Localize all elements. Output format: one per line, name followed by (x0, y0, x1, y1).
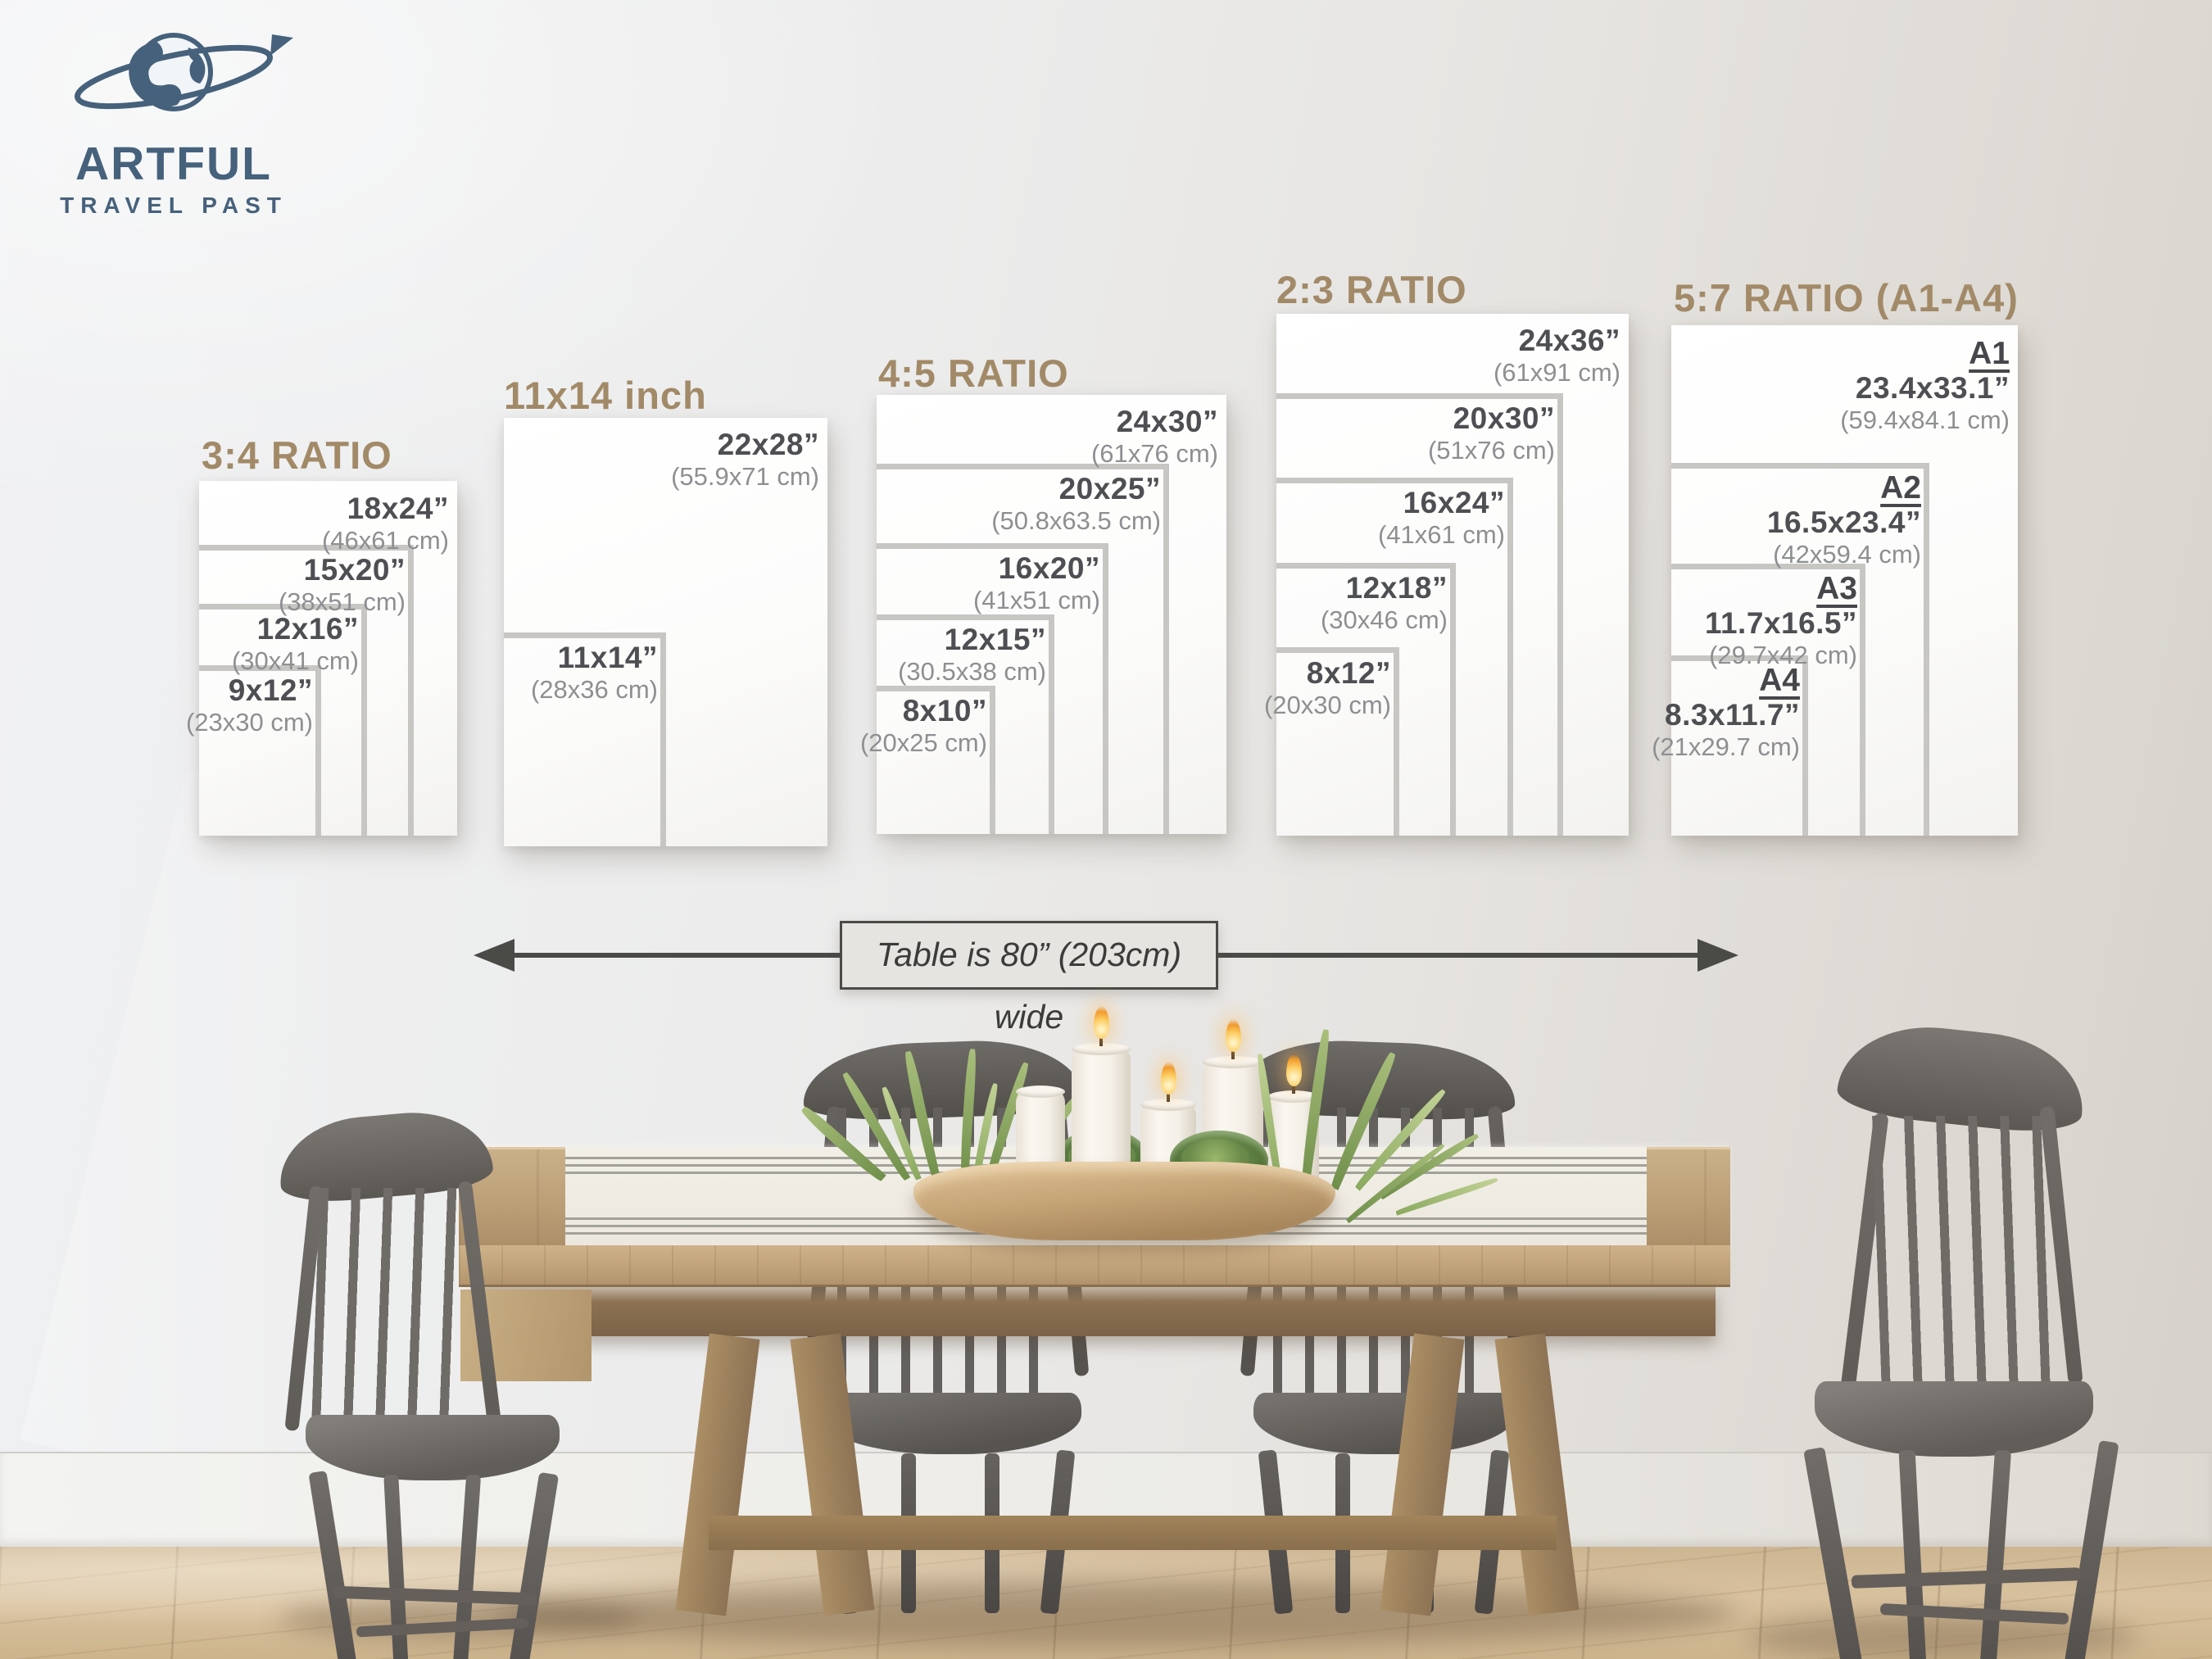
candle (1072, 1006, 1131, 1184)
arrow-right-head (1698, 939, 1738, 972)
poster-2-3: 24x36” (61x91 cm) 20x30” (51x76 cm) 16x2… (1264, 314, 1629, 836)
candle-flame (1161, 1062, 1176, 1095)
frame-12x15 (877, 614, 1054, 834)
frame-16x20 (877, 543, 1108, 834)
brand-logo: ARTFUL TRAVEL PAST (51, 23, 297, 219)
panel-title-5-7: 5:7 RATIO (A1-A4) (1674, 276, 2019, 320)
table-width-label: Table is 80” (203cm) wide (840, 921, 1218, 1036)
size-label-24x30: 24x30” (61x76 cm) (1090, 405, 1218, 468)
frame-20x25 (877, 464, 1169, 834)
size-label-8x12: 8x12” (20x30 cm) (1263, 656, 1391, 719)
size-label-8x10: 8x10” (20x25 cm) (859, 694, 987, 757)
frame-15x20 (199, 545, 414, 836)
size-label-a1: A1 23.4x33.1” (59.4x84.1 cm) (1840, 336, 2010, 435)
wooden-bowl (913, 1162, 1335, 1240)
size-label-a4: A4 8.3x11.7” (21x29.7 cm) (1652, 663, 1800, 762)
poster-3-4: 18x24” (46x61 cm) 15x20” (38x51 cm) 12x1… (186, 481, 457, 836)
frame-a3 (1671, 564, 1865, 836)
panel-title-4-5: 4:5 RATIO (878, 351, 1069, 395)
frame-16x24 (1276, 478, 1513, 836)
poster-5-7: A1 23.4x33.1” (59.4x84.1 cm) A2 16.5x23.… (1652, 325, 2018, 836)
logo-name: ARTFUL (75, 138, 272, 190)
size-label-a3: A3 11.7x16.5” (29.7x42 cm) (1704, 571, 1857, 670)
frame-20x30 (1276, 393, 1563, 836)
panel-title-3-4: 3:4 RATIO (202, 433, 392, 477)
size-label-22x28: 22x28” (55.9x71 cm) (671, 428, 819, 491)
size-label-16x24: 16x24” (41x61 cm) (1377, 486, 1505, 549)
size-label-20x25: 20x25” (50.8x63.5 cm) (991, 472, 1161, 535)
frame-11x14 (504, 632, 666, 846)
table-edge (459, 1245, 1730, 1287)
frame-12x16 (199, 604, 367, 836)
panel-title-11x14: 11x14 inch (504, 374, 707, 417)
size-label-a2: A2 16.5x23.4” (42x59.4 cm) (1766, 470, 1921, 569)
candle-flame (1286, 1054, 1302, 1086)
frame-8x12 (1276, 647, 1399, 836)
table-stretcher (709, 1516, 1557, 1550)
size-label-24x36: 24x36” (61x91 cm) (1493, 324, 1620, 387)
frame-8x10 (877, 686, 995, 834)
poster-11x14: 22x28” (55.9x71 cm) 11x14” (28x36 cm) (504, 418, 827, 846)
frame-a2 (1671, 463, 1929, 836)
size-label-12x18: 12x18” (30x46 cm) (1320, 571, 1448, 634)
candle-flame (1094, 1006, 1109, 1039)
size-label-11x14: 11x14” (28x36 cm) (530, 641, 658, 704)
logo-tagline: TRAVEL PAST (60, 193, 288, 218)
chair-front-right (1716, 1018, 2159, 1659)
size-label-12x16: 12x16” (30x41 cm) (231, 612, 359, 675)
globe-orbit-icon (75, 33, 293, 111)
table-apron (474, 1287, 1716, 1336)
size-label-15x20: 15x20” (38x51 cm) (278, 553, 406, 616)
size-label-20x30: 20x30” (51x76 cm) (1427, 401, 1555, 465)
chair-front-left (233, 1105, 660, 1659)
candle-flame (1226, 1019, 1241, 1052)
size-label-16x20: 16x20” (41x51 cm) (972, 551, 1100, 614)
frame-12x18 (1276, 563, 1456, 836)
frame-a4 (1671, 655, 1808, 836)
poster-4-5: 24x30” (61x76 cm) 20x25” (50.8x63.5 cm) … (860, 395, 1226, 834)
size-label-12x15: 12x15” (30.5x38 cm) (898, 623, 1046, 686)
size-label-18x24: 18x24” (46x61 cm) (321, 492, 449, 555)
panel-title-2-3: 2:3 RATIO (1276, 268, 1467, 311)
frame-9x12 (199, 665, 321, 836)
size-label-9x12: 9x12” (23x30 cm) (185, 673, 313, 737)
